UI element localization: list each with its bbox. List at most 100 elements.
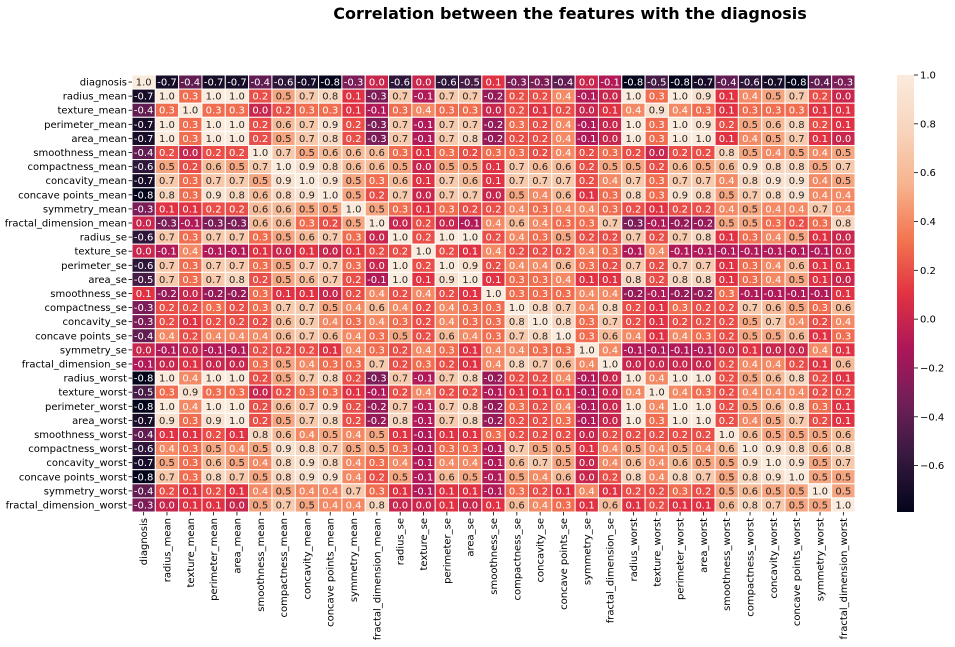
cell-annotation: -0.1	[157, 247, 177, 258]
cell-annotation: 0.1	[439, 500, 455, 511]
cell-annotation: 0.9	[742, 162, 758, 173]
cell-annotation: 0.2	[159, 303, 175, 314]
x-tick-label: fractal_dimension_se	[606, 518, 617, 623]
cell-annotation: 0.5	[719, 472, 735, 483]
x-tick-label: compactness_se	[512, 518, 523, 601]
cell-annotation: 0.2	[509, 374, 525, 385]
cell-annotation: 0.3	[229, 106, 245, 117]
cell-annotation: 0.7	[392, 190, 408, 201]
cell-annotation: 0.1	[602, 486, 618, 497]
cell-annotation: 0.2	[252, 402, 268, 413]
cell-annotation: 0.1	[182, 204, 198, 215]
cell-annotation: 0.2	[812, 416, 828, 427]
cell-annotation: 0.7	[299, 331, 315, 342]
cell-annotation: 1.0	[159, 92, 175, 103]
cell-annotation: 0.3	[509, 148, 525, 159]
cell-annotation: 0.4	[322, 486, 338, 497]
cell-annotation: 0.6	[719, 162, 735, 173]
cell-annotation: 0.2	[392, 247, 408, 258]
cell-annotation: 0.7	[695, 472, 711, 483]
cell-annotation: 0.2	[672, 204, 688, 215]
cell-annotation: 0.4	[532, 219, 548, 230]
cell-annotation: 0.0	[416, 190, 432, 201]
cell-annotation: 0.5	[719, 190, 735, 201]
cell-annotation: 0.4	[532, 190, 548, 201]
x-tick-label: symmetry_se	[582, 518, 593, 585]
cell-annotation: 0.7	[509, 162, 525, 173]
cell-annotation: 0.4	[229, 331, 245, 342]
cell-annotation: 0.5	[835, 486, 851, 497]
cell-annotation: 0.2	[252, 134, 268, 145]
cell-annotation: 0.8	[462, 134, 478, 145]
cell-annotation: 0.4	[182, 247, 198, 258]
cell-annotation: -0.1	[694, 345, 714, 356]
cell-annotation: 0.3	[602, 148, 618, 159]
cell-annotation: 0.5	[346, 219, 362, 230]
cell-annotation: 0.5	[765, 430, 781, 441]
cell-annotation: 0.5	[532, 444, 548, 455]
cell-annotation: 0.8	[719, 148, 735, 159]
cell-annotation: 1.0	[672, 120, 688, 131]
cell-annotation: 0.4	[486, 345, 502, 356]
cell-annotation: 0.0	[835, 134, 851, 145]
cell-annotation: 0.7	[556, 176, 572, 187]
cell-annotation: 0.3	[346, 317, 362, 328]
cell-annotation: 0.9	[765, 444, 781, 455]
cell-annotation: 0.6	[835, 359, 851, 370]
cell-annotation: 0.4	[789, 317, 805, 328]
cell-annotation: 0.1	[486, 176, 502, 187]
cell-annotation: 0.4	[742, 134, 758, 145]
cell-annotation: -0.1	[227, 247, 247, 258]
cell-annotation: 0.3	[439, 106, 455, 117]
cell-annotation: 1.0	[229, 92, 245, 103]
cell-annotation: 0.1	[835, 106, 851, 117]
cell-annotation: -0.8	[134, 374, 154, 385]
cell-annotation: 0.7	[159, 261, 175, 272]
cell-annotation: 0.6	[346, 162, 362, 173]
cell-annotation: 0.2	[812, 388, 828, 399]
cell-annotation: 0.2	[579, 233, 595, 244]
cell-annotation: 0.4	[765, 388, 781, 399]
cell-annotation: 0.2	[206, 148, 222, 159]
cell-annotation: 0.5	[252, 500, 268, 511]
cell-annotation: 0.2	[532, 120, 548, 131]
cell-annotation: 0.4	[742, 92, 758, 103]
cell-annotation: 0.5	[556, 458, 572, 469]
cell-annotation: 0.2	[812, 92, 828, 103]
y-tick-label: symmetry_se	[60, 345, 127, 356]
cell-annotation: -0.1	[647, 345, 667, 356]
cell-annotation: -0.1	[414, 134, 434, 145]
cell-annotation: 0.5	[789, 500, 805, 511]
x-tick-label: fractal_dimension_worst	[839, 518, 850, 640]
cell-annotation: 0.6	[742, 430, 758, 441]
y-tick-label: texture_worst	[58, 388, 127, 399]
y-tick-label: symmetry_mean	[43, 204, 127, 215]
cell-annotation: 0.1	[182, 317, 198, 328]
cell-annotation: 0.2	[322, 219, 338, 230]
x-tick-label: diagnosis	[139, 518, 150, 565]
cell-annotation: 0.5	[835, 148, 851, 159]
cell-annotation: 0.5	[789, 303, 805, 314]
cell-annotation: -0.8	[134, 190, 154, 201]
cell-annotation: -0.6	[437, 78, 457, 89]
cell-annotation: 0.3	[556, 289, 572, 300]
cell-annotation: 0.2	[206, 317, 222, 328]
cell-annotation: -0.8	[624, 78, 644, 89]
cell-annotation: 0.7	[322, 275, 338, 286]
cell-annotation: -0.8	[134, 402, 154, 413]
cell-annotation: 0.2	[229, 303, 245, 314]
cell-annotation: 0.6	[206, 458, 222, 469]
cell-annotation: 0.0	[579, 430, 595, 441]
cell-annotation: 0.4	[835, 317, 851, 328]
cell-annotation: 1.0	[765, 458, 781, 469]
cell-annotation: -0.1	[670, 345, 690, 356]
cell-annotation: 0.1	[486, 500, 502, 511]
cell-annotation: 0.3	[532, 289, 548, 300]
y-tick-label: smoothness_worst	[34, 430, 127, 441]
cell-annotation: -0.2	[624, 289, 644, 300]
cell-annotation: -0.2	[484, 120, 504, 131]
cell-annotation: 0.0	[835, 92, 851, 103]
cell-annotation: 0.5	[812, 472, 828, 483]
cell-annotation: 0.9	[672, 190, 688, 201]
cell-annotation: 0.8	[742, 176, 758, 187]
